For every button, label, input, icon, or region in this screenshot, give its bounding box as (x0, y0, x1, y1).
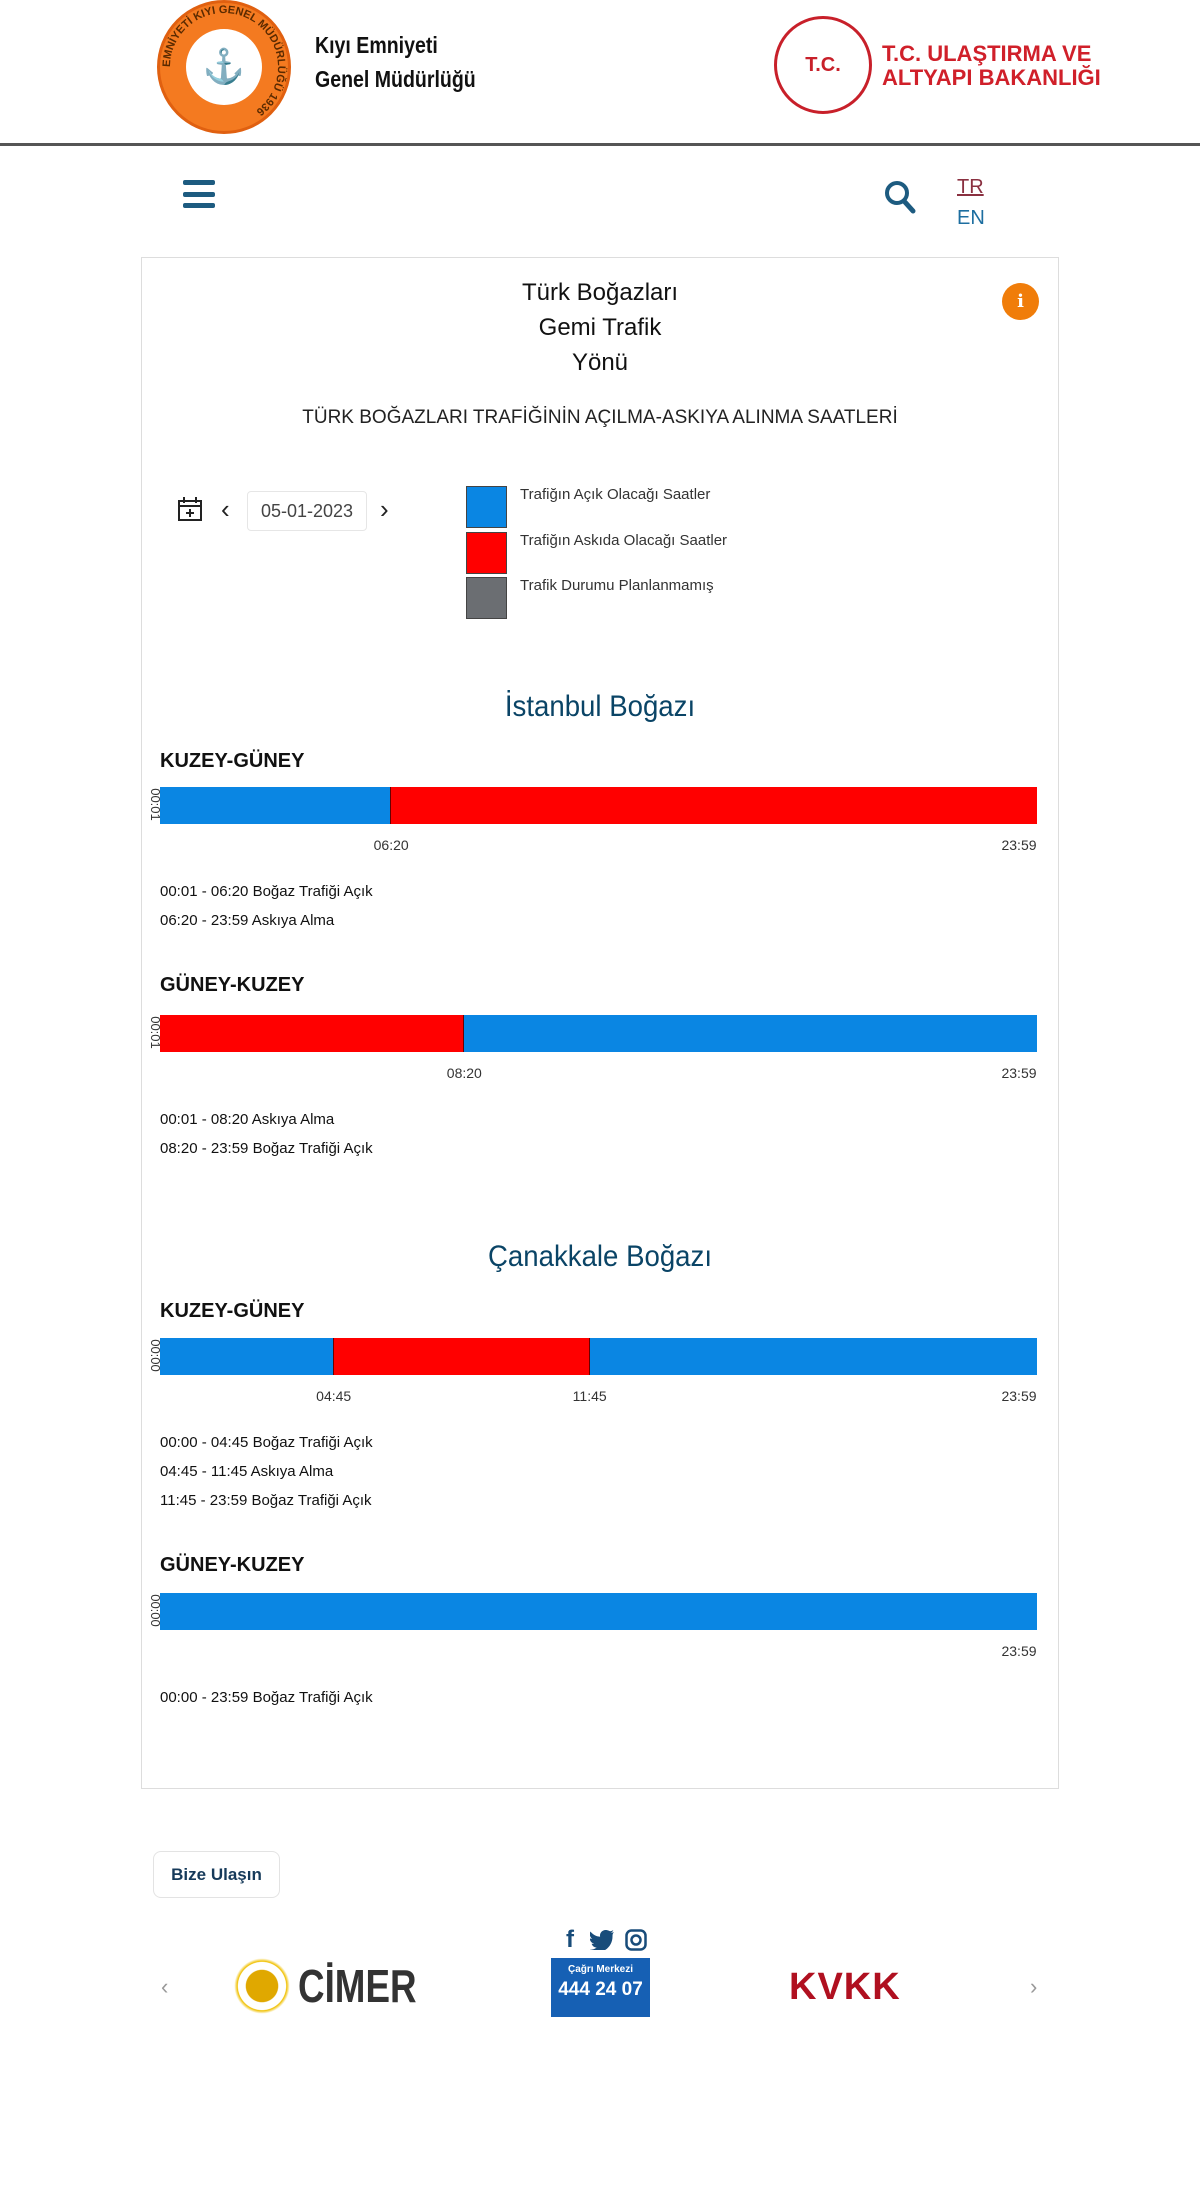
calendar-add-icon[interactable] (177, 496, 203, 522)
schedule-line: 08:20 - 23:59 Boğaz Trafiği Açık (160, 1140, 373, 1157)
timeline-segment-open[interactable] (160, 1593, 1037, 1630)
page-title: Türk Boğazları Gemi Trafik Yönü (521, 279, 679, 376)
legend-label: Trafik Durumu Planlanmamış (520, 577, 714, 594)
timeline-segment-suspended[interactable] (333, 1338, 590, 1375)
schedule-line: 06:20 - 23:59 Askıya Alma (160, 912, 335, 929)
carousel-prev-button[interactable]: ‹ (161, 1974, 169, 1999)
schedule-line: 00:00 - 23:59 Boğaz Trafiği Açık (160, 1689, 373, 1706)
anchor-icon: ⚓ (186, 29, 262, 105)
start-time-label: 00:00 (148, 1594, 163, 1627)
schedule-line: 04:45 - 11:45 Askıya Alma (160, 1463, 334, 1480)
ministry-name[interactable]: T.C. ULAŞTIRMA VE ALTYAPI BAKANLIĞI (882, 41, 1101, 90)
start-time-label: 00:00 (148, 1339, 163, 1372)
menu-button[interactable] (183, 180, 215, 208)
start-time-label: 00:01 (148, 788, 163, 821)
strait-heading: Çanakkale Boğazı (487, 1240, 713, 1273)
legend-label: Trafiğın Açık Olacağı Saatler (520, 486, 711, 503)
twitter-icon[interactable] (590, 1930, 614, 1950)
time-tick-label: 06:20 (373, 837, 409, 853)
call-center-banner[interactable]: Çağrı Merkezi 444 24 07 (551, 1958, 650, 2017)
lang-tr[interactable]: TR (957, 176, 984, 198)
prev-date-button[interactable]: ‹ (221, 494, 230, 524)
time-tick-label: 23:59 (1001, 1388, 1037, 1404)
start-time-label: 00:01 (148, 1016, 163, 1049)
kiyi-emniyeti-logo[interactable]: ⚓ EMNİYETİ KIYI GENEL MÜDÜRLÜĞÜ 1936 (157, 0, 291, 134)
direction-label: KUZEY-GÜNEY (160, 1300, 305, 1322)
schedule-line: 00:01 - 08:20 Askıya Alma (160, 1111, 335, 1128)
time-tick-label: 04:45 (316, 1388, 352, 1404)
strait-heading: İstanbul Boğazı (504, 690, 696, 723)
instagram-icon[interactable] (625, 1929, 647, 1951)
org-name[interactable]: Kıyı Emniyeti Genel Müdürlüğü (315, 32, 476, 92)
time-tick-label: 11:45 (572, 1388, 607, 1404)
schedule-line: 00:01 - 06:20 Boğaz Trafiği Açık (160, 883, 373, 900)
timeline-bar (160, 787, 1037, 824)
timeline-segment-open[interactable] (589, 1338, 1037, 1375)
timeline-segment-open[interactable] (160, 1338, 334, 1375)
facebook-icon[interactable]: f (566, 1926, 574, 1953)
search-icon[interactable] (884, 180, 916, 214)
sun-emblem-icon (234, 1958, 290, 2014)
carousel-next-button[interactable]: › (1030, 1974, 1038, 1999)
lang-en[interactable]: EN (957, 207, 985, 229)
svg-text:EMNİYETİ KIYI GENEL MÜDÜRLÜĞÜ: EMNİYETİ KIYI GENEL MÜDÜRLÜĞÜ 1936 (161, 4, 288, 118)
time-tick-label: 23:59 (1001, 837, 1037, 853)
timeline-segment-open[interactable] (464, 1015, 1037, 1052)
header-divider (0, 143, 1200, 146)
time-tick-label: 23:59 (1001, 1643, 1037, 1659)
timeline-segment-open[interactable] (160, 787, 392, 824)
info-button[interactable]: i (1002, 283, 1039, 320)
date-input[interactable]: 05-01-2023 (247, 491, 367, 531)
legend-swatch (466, 486, 507, 528)
timeline-bar (160, 1593, 1037, 1630)
timeline-segment-suspended[interactable] (391, 787, 1037, 824)
logo-ring-text: EMNİYETİ KIYI GENEL MÜDÜRLÜĞÜ 1936 (161, 4, 288, 118)
direction-label: KUZEY-GÜNEY (160, 750, 305, 772)
legend-swatch (466, 577, 507, 619)
time-tick-label: 08:20 (446, 1065, 482, 1081)
timeline-bar (160, 1338, 1037, 1375)
next-date-button[interactable]: › (380, 494, 389, 524)
schedule-line: 00:00 - 04:45 Boğaz Trafiği Açık (160, 1434, 373, 1451)
cimer-logo[interactable]: CİMER (234, 1958, 446, 2014)
page-subtitle: TÜRK BOĞAZLARI TRAFİĞİNİN AÇILMA-ASKIYA … (302, 407, 898, 428)
direction-label: GÜNEY-KUZEY (160, 974, 305, 996)
contact-button[interactable]: Bize Ulaşın (153, 1851, 280, 1898)
schedule-line: 11:45 - 23:59 Boğaz Trafiği Açık (160, 1492, 372, 1509)
time-tick-label: 23:59 (1001, 1065, 1037, 1081)
legend-label: Trafiğın Askıda Olacağı Saatler (520, 532, 728, 549)
direction-label: GÜNEY-KUZEY (160, 1554, 305, 1576)
timeline-bar (160, 1015, 1037, 1052)
timeline-segment-suspended[interactable] (160, 1015, 465, 1052)
ministry-seal[interactable]: T.C. (774, 16, 872, 114)
legend-swatch (466, 532, 507, 574)
kvkk-logo[interactable]: KVKK (789, 1966, 901, 2008)
